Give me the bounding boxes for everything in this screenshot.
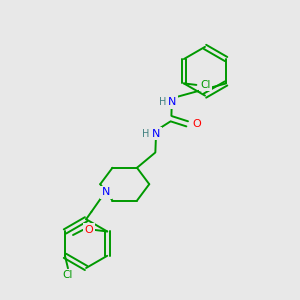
Text: Cl: Cl	[63, 270, 73, 280]
Text: N: N	[102, 188, 110, 197]
Text: O: O	[192, 119, 201, 129]
Text: H: H	[142, 129, 149, 139]
Text: N: N	[152, 129, 160, 139]
Text: H: H	[159, 97, 166, 107]
Text: Cl: Cl	[200, 80, 211, 90]
Text: N: N	[167, 97, 176, 107]
Text: O: O	[84, 225, 93, 235]
